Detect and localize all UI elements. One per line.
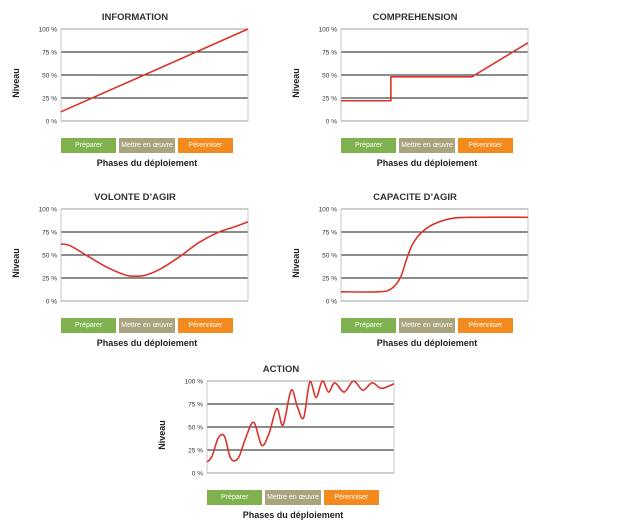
chart-title: COMPREHENSION [372, 12, 458, 23]
chart-plot: 0 % 25 % 50 % 75 % 100 % [39, 206, 249, 305]
phase-bar: Préparer Mettre en œuvre Pérenniser [61, 318, 233, 333]
series-line [206, 380, 395, 463]
x-axis-label: Phases du déploiement [242, 510, 344, 520]
x-axis-label: Phases du déploiement [376, 338, 478, 348]
y-tick-label: 25 % [188, 447, 203, 454]
chart-panel-information: INFORMATION Niveau 0 % 25 % 50 % 75 % 100 % … [11, 12, 250, 172]
y-tick-label: 100 % [319, 206, 338, 213]
phase-label: Pérenniser [177, 318, 233, 333]
x-axis-label: Phases du déploiement [96, 338, 198, 348]
series-line [60, 28, 249, 113]
y-tick-label: 0 % [46, 298, 57, 305]
x-axis-label: Phases du déploiement [376, 158, 478, 168]
y-tick-label: 75 % [42, 49, 57, 56]
chart-title: ACTION [262, 364, 300, 375]
phase-bar: Préparer Mettre en œuvre Pérenniser [341, 138, 513, 153]
y-tick-label: 75 % [188, 401, 203, 408]
phase-label: Mettre en œuvre [265, 490, 321, 505]
phase-label: Préparer [61, 318, 117, 333]
chart-title: INFORMATION [101, 12, 169, 23]
y-tick-label: 25 % [42, 275, 57, 282]
phase-bar: Préparer Mettre en œuvre Pérenniser [207, 490, 379, 505]
phase-label: Préparer [341, 138, 397, 153]
y-tick-label: 100 % [185, 378, 204, 385]
plot-frame [206, 380, 395, 474]
phase-label: Pérenniser [457, 318, 513, 333]
phase-label: Mettre en œuvre [399, 318, 455, 333]
chart-panel-action: ACTION Niveau 0 % 25 % 50 % 75 % 100 % Prépa… [157, 364, 396, 524]
chart-plot: 0 % 25 % 50 % 75 % 100 % [319, 206, 529, 305]
y-tick-label: 75 % [42, 229, 57, 236]
y-tick-label: 100 % [39, 206, 58, 213]
phase-label: Préparer [61, 138, 117, 153]
y-tick-label: 50 % [322, 72, 337, 79]
y-tick-label: 50 % [322, 252, 337, 259]
phase-bar: Préparer Mettre en œuvre Pérenniser [61, 138, 233, 153]
chart-panel-comprehension: COMPREHENSION Niveau 0 % 25 % 50 % 75 % 100 … [291, 12, 530, 172]
y-tick-label: 0 % [326, 118, 337, 125]
y-tick-label: 75 % [322, 49, 337, 56]
plot-frame [340, 208, 529, 302]
y-tick-label: 50 % [42, 72, 57, 79]
phase-label: Mettre en œuvre [119, 318, 175, 333]
chart-title: VOLONTE D’AGIR [94, 192, 176, 203]
phase-label: Pérenniser [457, 138, 513, 153]
phase-label: Pérenniser [323, 490, 379, 505]
y-tick-label: 100 % [319, 26, 338, 33]
chart-panel-capacite-d-agir: CAPACITE D’AGIR Niveau 0 % 25 % 50 % 75 % 10… [291, 192, 530, 352]
y-tick-label: 25 % [42, 95, 57, 102]
y-tick-label: 50 % [188, 424, 203, 431]
y-tick-label: 25 % [322, 95, 337, 102]
series-line [341, 42, 529, 102]
chart-title: CAPACITE D’AGIR [373, 192, 457, 203]
phase-label: Mettre en œuvre [399, 138, 455, 153]
y-tick-label: 0 % [192, 470, 203, 477]
phase-bar: Préparer Mettre en œuvre Pérenniser [341, 318, 513, 333]
y-tick-label: 0 % [46, 118, 57, 125]
series-line [60, 221, 249, 278]
y-tick-label: 25 % [322, 275, 337, 282]
chart-plot: 0 % 25 % 50 % 75 % 100 % [185, 378, 395, 477]
series-line [340, 216, 529, 293]
y-tick-label: 0 % [326, 298, 337, 305]
phase-label: Pérenniser [177, 138, 233, 153]
plot-frame [60, 28, 249, 122]
plot-frame [340, 28, 529, 122]
phase-label: Mettre en œuvre [119, 138, 175, 153]
chart-plot: 0 % 25 % 50 % 75 % 100 % [39, 26, 249, 125]
chart-plot: 0 % 25 % 50 % 75 % 100 % [319, 26, 529, 125]
phase-label: Préparer [341, 318, 397, 333]
x-axis-label: Phases du déploiement [96, 158, 198, 168]
y-tick-label: 50 % [42, 252, 57, 259]
chart-panel-volonte-d-agir: VOLONTE D’AGIR Niveau 0 % 25 % 50 % 75 % 100… [11, 192, 250, 352]
plot-frame [60, 208, 249, 302]
y-tick-label: 100 % [39, 26, 58, 33]
phase-label: Préparer [207, 490, 263, 505]
y-tick-label: 75 % [322, 229, 337, 236]
